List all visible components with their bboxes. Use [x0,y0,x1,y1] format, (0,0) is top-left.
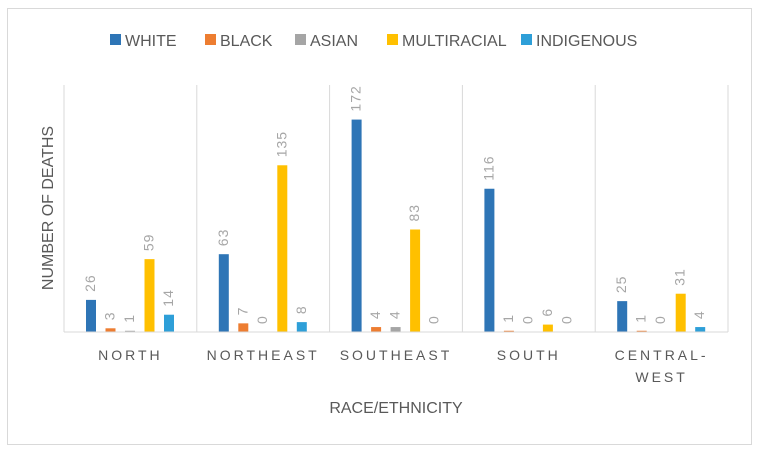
category-label: NORTHEAST [207,347,320,363]
data-label: 0 [426,315,442,324]
bar-white [617,301,628,332]
data-label: 14 [160,289,176,307]
data-label: 7 [234,307,250,316]
data-label: 0 [519,315,535,324]
bar-black [238,323,249,332]
data-label: 1 [633,314,649,323]
bar-black [371,327,382,332]
category-labels: NORTH NORTHEAST SOUTHEAST SOUTH CENTRAL-WEST [98,347,709,385]
legend-swatch-asian [295,34,306,45]
data-label: 6 [539,308,555,317]
bar-multiracial [277,165,288,332]
legend-label-black: BLACK [220,33,273,50]
data-label: 26 [82,274,98,292]
data-label: 31 [672,268,688,286]
data-label: 63 [215,229,231,247]
data-label: 4 [691,310,707,319]
bar-indigenous [695,327,706,332]
bar-black [503,330,514,332]
bar-black [636,330,647,332]
legend-label-multiracial: MULTIRACIAL [402,33,507,50]
data-label: 1 [121,314,137,323]
data-label: 3 [102,311,118,320]
bar-multiracial [144,259,155,332]
category-label: SOUTHEAST [340,347,453,363]
bar-indigenous [164,314,174,332]
x-axis-title: RACE/ETHNICITY [329,400,463,417]
data-label: 59 [141,234,157,252]
data-label: 25 [613,276,629,294]
chart-frame [7,8,752,445]
legend-label-white: WHITE [125,33,177,50]
bar-multiracial [542,324,553,332]
data-label: 0 [254,315,270,324]
bar-white [86,299,96,332]
legend-label-indigenous: INDIGENOUS [536,33,637,50]
data-label: 8 [293,305,309,314]
data-label: 1 [500,314,516,323]
bars [86,119,706,332]
legend-swatch-black [205,34,216,45]
category-label: CENTRAL-WEST [615,347,709,385]
bar-white [484,188,495,332]
category-label: SOUTH [497,347,561,363]
legend-swatch-multiracial [387,34,398,45]
category-label: NORTH [98,347,163,363]
legend-swatch-indigenous [521,34,532,45]
data-label: 4 [387,310,403,319]
data-label: 4 [367,310,383,319]
bar-multiracial [675,293,686,332]
data-label: 116 [480,155,496,180]
legend: WHITE BLACK ASIAN MULTIRACIAL INDIGENOUS [110,33,637,50]
bar-multiracial [410,229,421,332]
bar-asian [390,327,401,332]
category-dividers [63,85,729,332]
bar-asian [125,330,135,332]
bar-white [218,254,229,332]
data-label: 0 [558,315,574,324]
data-label: 83 [406,204,422,222]
legend-label-asian: ASIAN [310,33,358,50]
legend-swatch-white [110,34,121,45]
data-label: 172 [348,85,364,111]
bar-white [351,119,362,332]
y-axis-title: NUMBER OF DEATHS [40,126,57,290]
data-label: 135 [273,131,289,157]
data-label: 0 [652,315,668,324]
bar-indigenous [296,322,307,332]
bar-black [105,328,116,332]
